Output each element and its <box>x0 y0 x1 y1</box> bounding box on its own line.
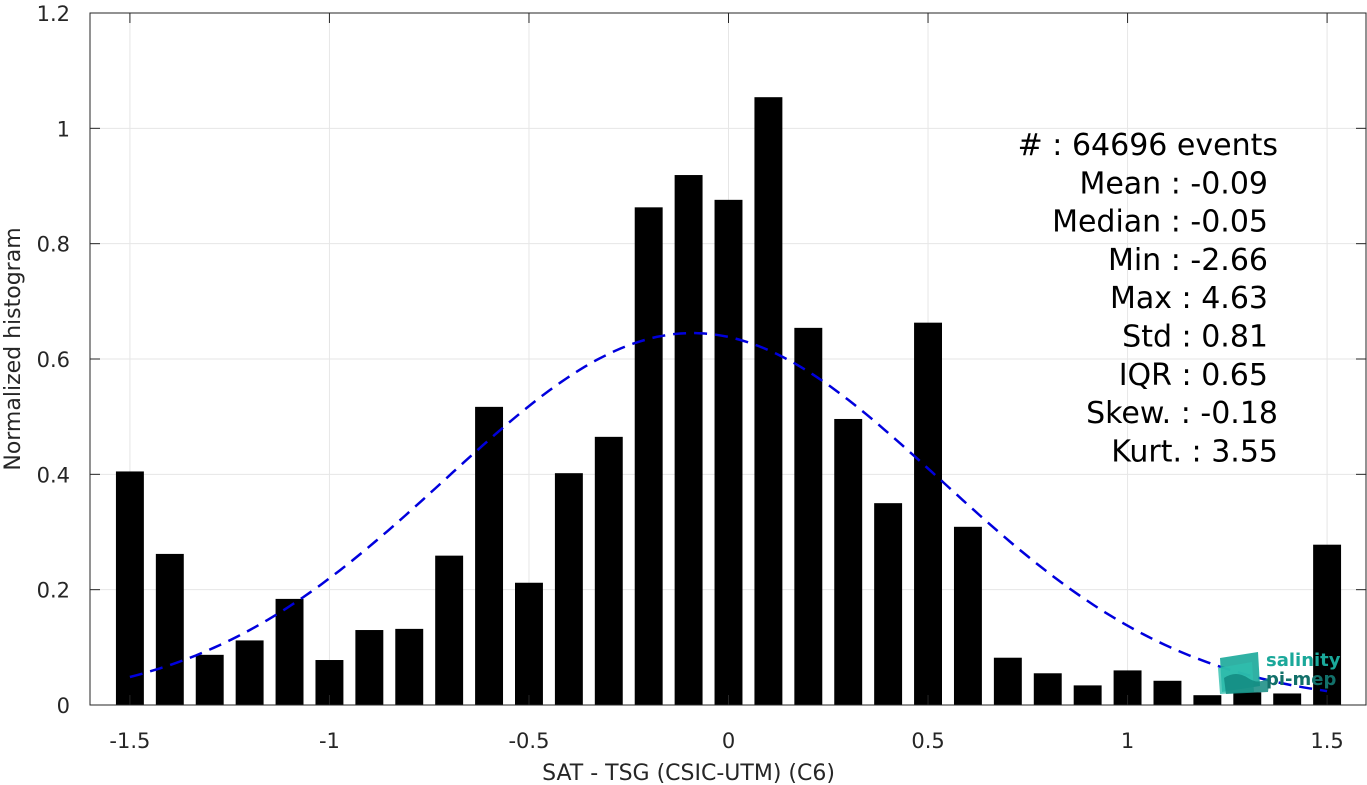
histogram-bar <box>115 471 144 705</box>
histogram-bar <box>435 555 464 705</box>
histogram-bar <box>195 654 224 705</box>
histogram-bar <box>515 582 543 705</box>
stat-line: Min : -2.66 <box>1108 243 1268 278</box>
y-tick-label: 0.4 <box>37 463 70 487</box>
x-tick-label: 0 <box>722 729 735 753</box>
x-tick-label: -0.5 <box>508 729 549 753</box>
histogram-bar <box>1033 673 1062 705</box>
x-tick-label: 1.5 <box>1310 729 1343 753</box>
stat-line: Median : -0.05 <box>1052 205 1268 240</box>
histogram-bar <box>1313 544 1342 705</box>
histogram-bar <box>1233 692 1262 705</box>
histogram-bar <box>235 640 264 705</box>
histogram-bar <box>754 97 783 705</box>
y-tick-label: 0.2 <box>37 579 70 603</box>
wave-icon <box>1218 652 1270 694</box>
histogram-bar <box>634 207 663 705</box>
logo-text-pi-mep: pi-mep <box>1266 669 1336 690</box>
stat-line: Kurt. : 3.55 <box>1111 434 1278 469</box>
histogram-bar <box>355 630 384 705</box>
x-axis-label: SAT - TSG (CSIC-UTM) (C6) <box>542 761 835 785</box>
histogram-bar <box>1273 693 1302 705</box>
histogram-bar <box>1153 680 1182 705</box>
histogram-bar <box>475 406 504 705</box>
stat-line: Skew. : -0.18 <box>1086 396 1278 431</box>
y-tick-label: 0.6 <box>37 348 70 372</box>
x-tick-label: -1.5 <box>109 729 150 753</box>
histogram-bar <box>834 418 863 705</box>
histogram-bar <box>714 199 743 705</box>
stat-line: # : 64696 events <box>1018 128 1278 163</box>
y-tick-label: 0 <box>57 694 70 718</box>
histogram-bar <box>993 657 1022 705</box>
histogram-bar <box>1073 685 1102 705</box>
histogram-bar <box>794 327 823 705</box>
stat-line: Max : 4.63 <box>1110 281 1268 316</box>
histogram-bars <box>115 97 1342 705</box>
histogram-bar <box>914 322 942 705</box>
histogram-bar <box>155 553 184 705</box>
y-tick-label: 0.8 <box>37 233 70 257</box>
stat-line: Mean : -0.09 <box>1079 166 1268 201</box>
x-tick-label: 0.5 <box>911 729 944 753</box>
logo-text-salinity: salinity <box>1266 650 1341 671</box>
stat-line: IQR : 0.65 <box>1119 358 1268 393</box>
salinity-pi-mep-logo: salinity pi-mep <box>1218 650 1341 694</box>
y-axis-label: Normalized histogram <box>1 227 26 470</box>
x-axis-ticks: -1.5 -1 -0.5 0 0.5 1 1.5 <box>109 13 1344 753</box>
histogram-bar <box>953 526 982 705</box>
y-tick-label: 1 <box>57 117 70 141</box>
x-tick-label: -1 <box>319 729 340 753</box>
histogram-bar <box>874 503 903 705</box>
histogram-bar <box>674 175 703 705</box>
y-tick-label: 1.2 <box>37 2 70 26</box>
histogram-bar <box>554 473 583 705</box>
gaussian-fit-line <box>129 331 1328 693</box>
y-axis-ticks: 0 0.2 0.4 0.6 0.8 1 1.2 <box>37 2 1366 718</box>
stat-line: Std : 0.81 <box>1122 320 1268 355</box>
histogram-bar <box>594 436 623 705</box>
x-tick-label: 1 <box>1121 729 1134 753</box>
histogram-bar <box>275 598 304 705</box>
histogram-bar <box>395 628 424 705</box>
histogram-bar <box>1193 695 1222 705</box>
